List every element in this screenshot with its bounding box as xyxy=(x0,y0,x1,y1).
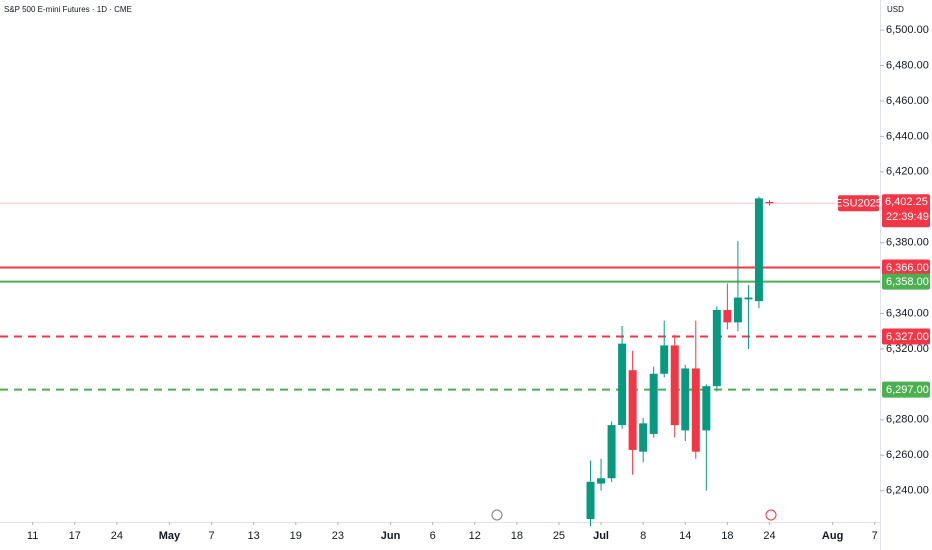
candle xyxy=(670,334,679,438)
candle xyxy=(744,285,753,349)
x-tick-label: 6 xyxy=(430,530,436,542)
candle-body xyxy=(765,201,774,204)
level-label-box xyxy=(882,328,930,345)
x-tick-label: 24 xyxy=(111,530,123,542)
candle xyxy=(691,320,700,459)
x-tick-label: 14 xyxy=(679,530,691,542)
candle xyxy=(607,421,616,482)
candle xyxy=(618,325,627,429)
y-tick-label: 6,380.00 xyxy=(886,237,929,249)
y-tick-label: 6,240.00 xyxy=(886,485,929,497)
candle-body xyxy=(670,345,679,426)
candle xyxy=(639,418,648,463)
last-price-box xyxy=(882,194,930,228)
candle-body xyxy=(618,343,627,426)
candle xyxy=(681,364,690,442)
x-tick-label: 19 xyxy=(290,530,302,542)
y-tick-label: 6,500.00 xyxy=(886,24,929,36)
x-tick-label: 24 xyxy=(763,530,775,542)
candle xyxy=(702,384,711,491)
last-price-label: 6,402.25 xyxy=(885,196,928,208)
candle xyxy=(649,366,658,438)
level-label: 6,327.00 xyxy=(886,331,929,343)
x-tick-label: Jun xyxy=(381,530,401,542)
candle xyxy=(586,460,595,527)
candle-body xyxy=(723,309,732,323)
y-tick-label: 6,340.00 xyxy=(886,307,929,319)
candle-body xyxy=(639,423,648,452)
y-tick-label: 6,440.00 xyxy=(886,130,929,142)
y-tick-label: 6,480.00 xyxy=(886,59,929,71)
candle-body xyxy=(586,481,595,519)
x-tick-label: 25 xyxy=(553,530,565,542)
candle xyxy=(723,283,732,330)
candle-body xyxy=(754,198,763,302)
candle-body xyxy=(649,373,658,434)
y-tick-label: 6,280.00 xyxy=(886,414,929,426)
candle-body xyxy=(607,425,616,479)
level-label-box xyxy=(882,381,930,398)
x-tick-label: 8 xyxy=(640,530,646,542)
event-icon[interactable] xyxy=(491,509,503,521)
candle xyxy=(754,196,763,309)
y-tick-label: 6,460.00 xyxy=(886,95,929,107)
x-tick-label: 12 xyxy=(469,530,481,542)
symbol-box xyxy=(838,195,879,212)
x-tick-label: 11 xyxy=(27,530,38,542)
x-tick-label: Aug xyxy=(822,530,843,542)
level-label-box xyxy=(882,273,930,290)
countdown: 22:39:49 xyxy=(886,211,929,223)
x-tick-label: 18 xyxy=(511,530,523,542)
y-tick-label: 6,420.00 xyxy=(886,166,929,178)
x-tick-label: 18 xyxy=(721,530,733,542)
candle-body xyxy=(660,345,669,374)
level-label: 6,366.00 xyxy=(886,262,929,274)
currency: USD xyxy=(887,5,904,14)
symbol-label: ESU2025 xyxy=(835,198,882,210)
chart-title: S&P 500 E-mini Futures · 1D · CME xyxy=(4,5,132,14)
candle xyxy=(712,306,721,392)
candle-body xyxy=(702,386,711,431)
x-tick-label: 7 xyxy=(872,530,878,542)
y-tick-label: 6,320.00 xyxy=(886,343,929,355)
candle-body xyxy=(744,297,753,300)
y-tick-label: 6,260.00 xyxy=(886,449,929,461)
x-tick-label: 17 xyxy=(69,530,81,542)
candle xyxy=(660,320,669,378)
candle-body xyxy=(733,297,742,323)
level-label: 6,297.00 xyxy=(886,384,929,396)
candle xyxy=(628,350,637,475)
candle xyxy=(733,240,742,332)
candle-body xyxy=(597,478,606,484)
x-tick-label: 23 xyxy=(332,530,344,542)
candle-body xyxy=(681,368,690,431)
x-tick-label: 13 xyxy=(248,530,260,542)
level-label: 6,358.00 xyxy=(886,276,929,288)
x-tick-label: May xyxy=(159,530,181,542)
x-tick-label: 7 xyxy=(209,530,215,542)
candle xyxy=(597,458,606,491)
event-circle xyxy=(491,509,503,521)
candle xyxy=(765,200,774,206)
candle-body xyxy=(691,368,700,452)
x-tick-label: Jul xyxy=(593,530,609,542)
candle-body xyxy=(712,309,721,387)
event-icon[interactable] xyxy=(765,509,777,521)
candle-body xyxy=(628,370,637,450)
level-label-box xyxy=(882,259,930,276)
event-circle xyxy=(765,509,777,521)
